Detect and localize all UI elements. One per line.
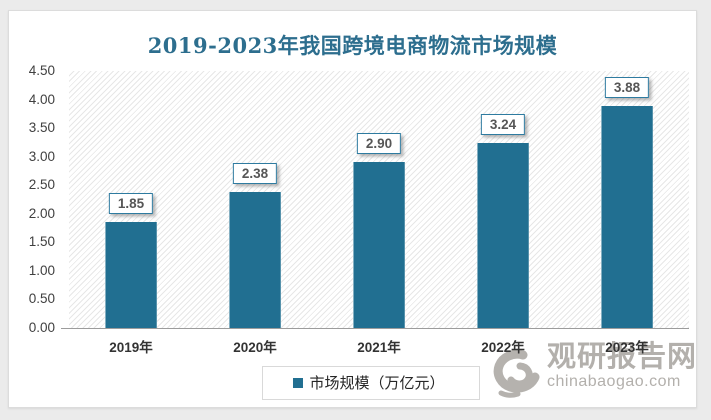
- bar-value-label: 1.85: [108, 193, 154, 215]
- y-axis-label: 2.50: [28, 177, 55, 193]
- bar: [353, 162, 405, 328]
- bar-value-label: 2.90: [356, 133, 402, 155]
- legend-marker-square: [292, 377, 303, 388]
- y-axis-label: 0.50: [28, 291, 55, 307]
- y-axis: 4.50 4.00 3.50 3.00 2.50 2.00 1.50 1.00 0.50 0.00: [9, 63, 55, 335]
- legend: 市场规模（万亿元）: [261, 366, 480, 400]
- y-axis-label: 4.50: [28, 63, 55, 78]
- bar-value-label: 3.88: [604, 77, 650, 99]
- legend-label: 市场规模（万亿元）: [309, 375, 445, 392]
- x-axis-label: 2020年: [233, 340, 277, 355]
- x-axis-line: [61, 328, 689, 329]
- chart-title: 2019-2023年我国跨境电商物流市场规模: [147, 33, 558, 58]
- chart-card: 2019-2023年我国跨境电商物流市场规模 4.50 4.00 3.50 3.00 2…: [8, 10, 697, 408]
- bar: [105, 222, 157, 328]
- x-axis-label: 2022年: [481, 340, 525, 355]
- bar-value-label: 3.24: [480, 113, 526, 135]
- bar-value-label: 2.38: [232, 163, 278, 185]
- y-axis-label: 0.00: [28, 320, 55, 335]
- bar: [601, 106, 653, 328]
- x-axis-label: 2019年: [109, 340, 153, 355]
- y-axis-label: 1.00: [28, 262, 55, 278]
- y-axis-label: 1.50: [28, 234, 55, 250]
- x-axis: 2019年 2020年 2021年 2022年 2023年: [69, 336, 689, 358]
- x-axis-label: 2021年: [357, 340, 401, 355]
- bar: [229, 192, 281, 328]
- y-axis-label: 2.00: [28, 205, 55, 221]
- x-axis-label: 2023年: [605, 340, 649, 355]
- y-axis-label: 3.00: [28, 148, 55, 164]
- y-axis-label: 3.50: [28, 120, 55, 136]
- watermark-site-url: chinabaogao.com: [547, 373, 681, 390]
- y-axis-label: 4.00: [28, 91, 55, 107]
- bar: [477, 142, 529, 328]
- plot-area: 1.85 2.38 2.90 3.24 3.88: [61, 71, 689, 329]
